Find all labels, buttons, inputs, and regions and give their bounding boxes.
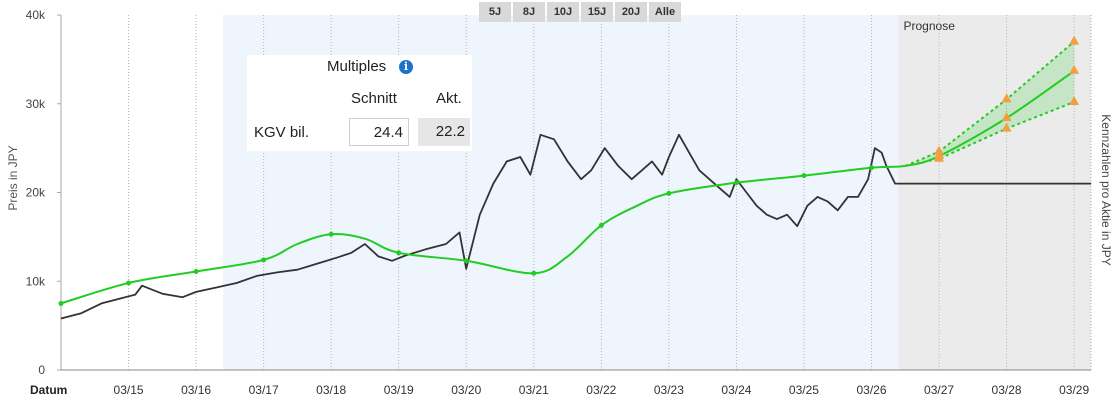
x-tick-label: 03/28 [992,383,1022,397]
earnings-point [396,250,402,256]
info-icon[interactable]: i [399,60,413,74]
x-tick-label: 03/25 [789,383,819,397]
forecast-band [905,41,1075,166]
earnings-point [801,173,807,179]
earnings-point [868,165,874,171]
forecast-marker [1001,111,1012,121]
x-tick-label: 03/15 [114,383,144,397]
range-tab-10j[interactable]: 10J [547,2,579,22]
x-tick-label: 03/16 [181,383,211,397]
x-tick-label: 03/19 [384,383,414,397]
earnings-point [261,257,267,263]
x-tick-label: 03/24 [721,383,751,397]
range-tab-15j[interactable]: 15J [581,2,613,22]
x-tick-label: 03/17 [249,383,279,397]
forecast-marker [1069,95,1080,105]
earnings-point [598,222,604,228]
range-tabs: 5J 8J 10J 15J 20J Alle [479,2,681,22]
multiples-col-avg: Schnitt [351,90,397,107]
x-tick-label: 03/21 [519,383,549,397]
forecast-marker [1069,64,1080,74]
earnings-point [328,231,334,237]
forecast-marker [1069,35,1080,45]
x-tick-label: 03/18 [316,383,346,397]
forecast-marker [1001,93,1012,103]
x-tick-label: 03/22 [586,383,616,397]
x-tick-label: 03/27 [924,383,954,397]
multiples-avg-value: 24.4 [349,118,409,146]
y-axis-label-right: Kennzahlen pro Aktie in JPY [1099,114,1113,265]
forecast-high-line [904,40,1075,167]
forecast-marker [934,150,945,160]
multiples-col-current: Akt. [436,90,462,107]
forecast-label: Prognose [904,19,956,33]
y-tick-label: 40k [26,8,46,22]
earnings-point [733,180,739,186]
earnings-point [666,190,672,196]
x-tick-label: 03/26 [856,383,886,397]
y-tick-label: 10k [26,274,46,288]
range-tab-5j[interactable]: 5J [479,2,511,22]
multiples-row-label: KGV bil. [254,124,310,141]
earnings-point [531,270,537,276]
multiples-current-value: 22.2 [418,118,470,146]
range-tab-8j[interactable]: 8J [513,2,545,22]
x-axis-first-label: Datum [30,383,67,397]
price-line [60,133,1091,320]
range-tab-alle[interactable]: Alle [649,2,681,22]
x-tick-label: 03/29 [1059,383,1089,397]
forecast-marker [1001,122,1012,132]
range-tab-20j[interactable]: 20J [615,2,647,22]
y-tick-label: 20k [26,186,46,200]
multiples-panel: Multiples i Schnitt Akt. KGV bil. 24.4 2… [247,55,472,151]
forecast-region [898,15,1091,370]
earnings-point [193,268,199,274]
y-tick-label: 0 [38,363,45,377]
y-tick-label: 30k [26,97,46,111]
earnings-line [60,70,1075,305]
forecast-low-line [905,101,1075,167]
earnings-point [58,300,64,306]
x-tick-label: 03/23 [654,383,684,397]
y-axis-label: Preis in JPY [6,145,20,210]
earnings-point [463,258,469,264]
earnings-point [126,280,132,286]
x-tick-label: 03/20 [451,383,481,397]
multiples-title: Multiples [327,58,387,75]
